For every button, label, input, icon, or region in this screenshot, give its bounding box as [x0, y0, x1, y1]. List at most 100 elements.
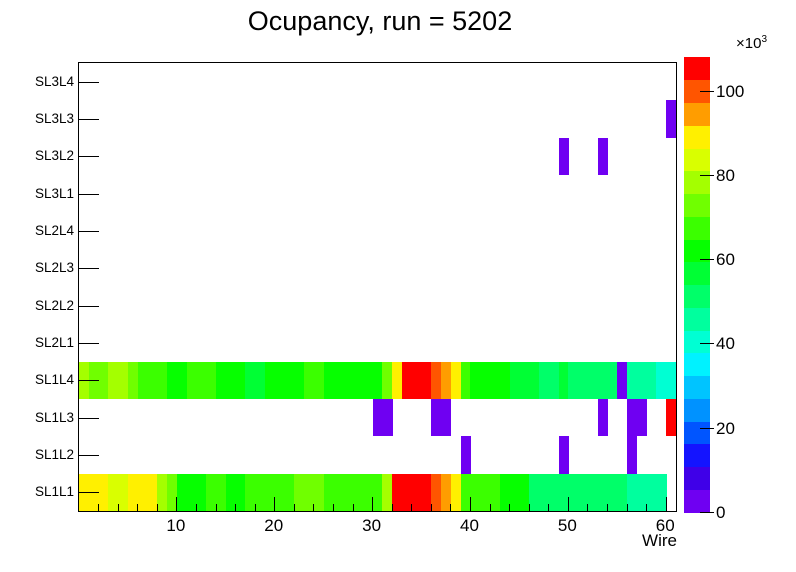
x-minor-tick	[606, 504, 608, 511]
heatmap-cell	[186, 473, 197, 511]
heatmap-cell	[509, 361, 520, 399]
heatmap-cell	[441, 399, 452, 437]
y-row-tick	[79, 268, 99, 270]
heatmap-cell	[206, 473, 217, 511]
heatmap-cell	[470, 361, 481, 399]
heatmap-cell	[450, 361, 462, 399]
x-minor-tick	[509, 504, 511, 511]
heatmap-cell	[167, 473, 178, 511]
heatmap-cell	[372, 361, 383, 399]
y-row-tick	[79, 305, 99, 307]
palette-band	[684, 193, 710, 217]
heatmap-cell	[558, 361, 569, 399]
x-minor-tick	[117, 504, 119, 511]
heatmap-cell	[597, 361, 608, 399]
heatmap-cell	[382, 473, 393, 511]
heatmap-cell	[538, 361, 550, 399]
z-tick	[700, 512, 714, 513]
palette-band	[684, 466, 710, 490]
heatmap-cell	[353, 361, 364, 399]
heatmap-cell	[499, 473, 511, 511]
heatmap-cell	[382, 361, 393, 399]
heatmap-cell	[225, 361, 237, 399]
heatmap-cell	[558, 137, 569, 175]
heatmap-cell	[304, 473, 315, 511]
heatmap-cell	[382, 399, 393, 437]
x-tick-label: 50	[557, 516, 577, 535]
palette-band	[684, 102, 710, 126]
x-minor-tick	[430, 504, 432, 511]
palette-band	[684, 398, 710, 422]
palette-band	[684, 216, 710, 240]
heatmap-cell	[401, 361, 413, 399]
z-tick	[700, 90, 714, 92]
z-tick-label: 80	[716, 165, 735, 185]
heatmap-cell	[421, 361, 432, 399]
z-tick	[700, 259, 714, 261]
x-major-tick	[469, 497, 471, 511]
x-minor-tick	[332, 504, 334, 511]
z-tick-label: 20	[716, 418, 735, 438]
heatmap-cell	[597, 473, 608, 511]
heatmap-cell	[245, 473, 256, 511]
y-row-tick	[79, 380, 99, 382]
heatmap-cell	[578, 361, 589, 399]
heatmap-cell	[216, 361, 227, 399]
heatmap-cell	[587, 361, 599, 399]
y-axis-label: SL2L4	[34, 223, 74, 238]
heatmap-cell	[88, 473, 100, 511]
z-tick	[700, 174, 714, 176]
heatmap-cell	[587, 473, 599, 511]
heatmap-cell	[372, 399, 383, 437]
heatmap-cell	[460, 361, 471, 399]
z-scale-exponent-base: ×10	[736, 35, 762, 52]
heatmap-cell	[636, 361, 648, 399]
heatmap-cell	[304, 361, 315, 399]
palette-band	[684, 170, 710, 194]
x-minor-tick	[411, 504, 413, 511]
y-axis-label: SL3L1	[34, 185, 74, 201]
x-minor-tick	[98, 504, 100, 511]
x-minor-tick	[293, 504, 295, 511]
heatmap-cell	[255, 473, 266, 511]
y-axis-label: SL2L1	[34, 335, 74, 350]
color-scale-bar	[684, 57, 710, 513]
palette-band	[684, 79, 710, 103]
heatmap-cell	[284, 473, 295, 511]
y-axis-label: SL3L3	[34, 111, 74, 126]
x-tick-label: 60	[655, 516, 675, 535]
heatmap-cell	[431, 361, 442, 399]
z-scale-exponent: ×103	[736, 34, 767, 52]
heatmap-cell	[245, 361, 256, 399]
z-tick-label: 100	[716, 81, 745, 101]
heatmap-cell	[176, 361, 188, 399]
heatmap-cell	[206, 361, 217, 399]
x-minor-tick	[254, 504, 256, 511]
z-tick-label: 0	[716, 503, 726, 522]
x-minor-tick	[195, 504, 197, 511]
heatmap-cell	[313, 473, 325, 511]
x-major-tick	[567, 497, 569, 511]
heatmap-cell	[323, 361, 334, 399]
z-tick-label: 60	[716, 250, 735, 270]
z-tick-label: 40	[716, 334, 735, 354]
palette-band	[684, 489, 710, 513]
heatmap-cell	[79, 361, 90, 399]
heatmap-cell	[108, 361, 119, 399]
heatmap-cell	[157, 473, 168, 511]
heatmap-cell	[666, 100, 677, 138]
y-row-tick	[79, 231, 99, 232]
heatmap-cell	[568, 473, 579, 511]
heatmap-cell	[421, 473, 432, 511]
heatmap-cell	[597, 137, 608, 175]
heatmap-cell	[108, 473, 119, 511]
y-row-tick	[79, 81, 99, 83]
x-minor-tick	[156, 504, 158, 511]
heatmap-cell	[392, 361, 403, 399]
palette-band	[684, 330, 710, 354]
palette-band	[684, 443, 710, 467]
x-minor-tick	[215, 504, 217, 511]
heatmap-cell	[558, 436, 569, 474]
y-row-tick	[79, 156, 99, 158]
heatmap-cell	[480, 361, 491, 399]
